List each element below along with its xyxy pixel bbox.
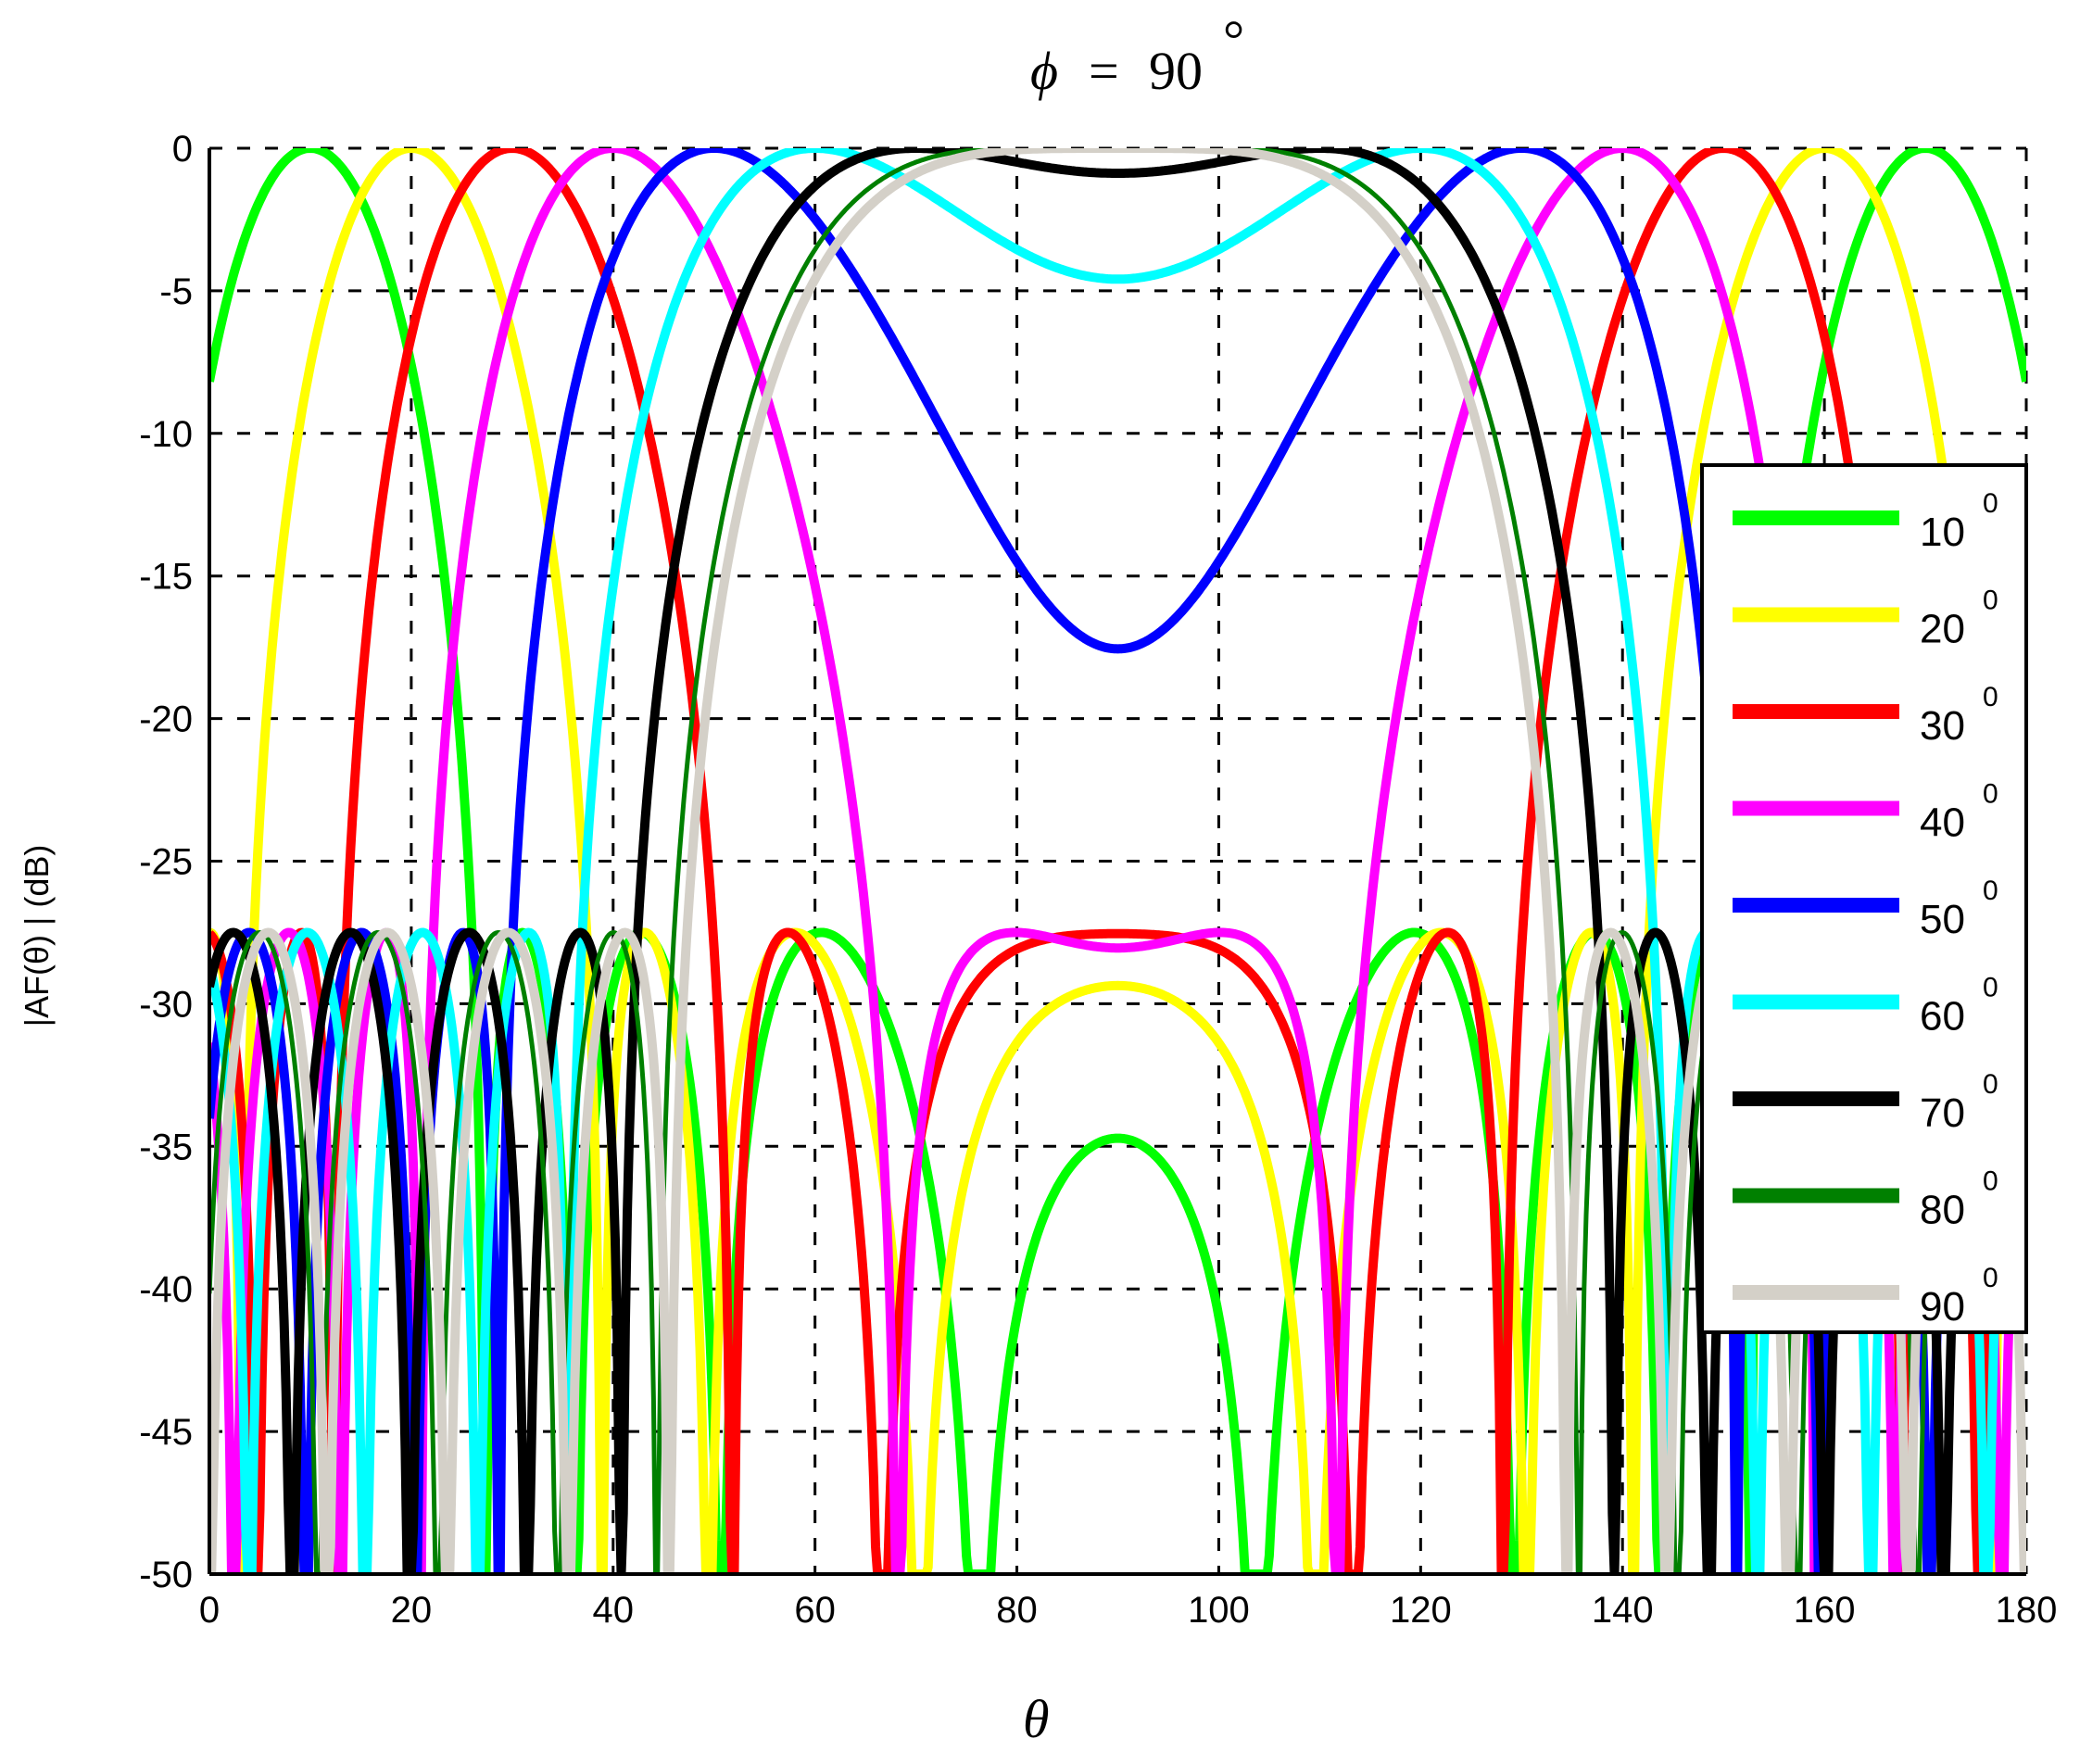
x-tick-label: 160 <box>1794 1590 1856 1631</box>
y-tick-label: -35 <box>139 1127 193 1167</box>
y-tick-label: -45 <box>139 1412 193 1453</box>
y-tick-label: -15 <box>139 557 193 598</box>
x-tick-label: 140 <box>1592 1590 1654 1631</box>
legend-label: 60 <box>1920 994 1965 1040</box>
y-tick-label: -20 <box>139 699 193 740</box>
x-tick-label: 120 <box>1390 1590 1452 1631</box>
legend-label-superscript: 0 <box>1983 973 1998 1003</box>
legend-label: 70 <box>1920 1090 1965 1136</box>
legend-label: 90 <box>1920 1284 1965 1329</box>
series-line-40 <box>209 148 2026 1574</box>
x-tick-label: 60 <box>794 1590 836 1631</box>
x-axis-label: θ <box>1023 1689 1050 1749</box>
legend-label-superscript: 0 <box>1983 682 1998 712</box>
legend: 10 0 20 0 30 0 40 0 50 0 60 0 70 0 80 0 90 0 <box>1700 463 2028 1334</box>
legend-label-superscript: 0 <box>1983 1166 1998 1197</box>
title-phi-symbol: ϕ <box>1030 41 1058 101</box>
legend-label: 20 <box>1920 607 1965 652</box>
x-tick-label: 100 <box>1188 1590 1250 1631</box>
y-tick-label: 0 <box>172 129 193 170</box>
y-tick-label: -50 <box>139 1555 193 1595</box>
series-line-30 <box>209 148 2026 1574</box>
legend-item-40: 40 0 <box>1733 779 1998 846</box>
series-line-20 <box>209 148 2026 1574</box>
legend-item-50: 50 0 <box>1733 876 1998 942</box>
title-degree: ° <box>1223 9 1244 69</box>
legend-label-superscript: 0 <box>1983 488 1998 519</box>
x-tick-label: 40 <box>593 1590 635 1631</box>
legend-item-70: 70 0 <box>1733 1069 1998 1136</box>
y-tick-labels: 0 -5 -10 -15 -20 -25 -30 -35 -40 -45 -50 <box>139 129 193 1595</box>
y-tick-label: -40 <box>139 1269 193 1310</box>
legend-item-90: 90 0 <box>1733 1263 1998 1329</box>
legend-label: 40 <box>1920 800 1965 846</box>
legend-label-superscript: 0 <box>1983 1069 1998 1100</box>
legend-label-superscript: 0 <box>1983 876 1998 906</box>
x-tick-label: 0 <box>199 1590 220 1631</box>
legend-item-30: 30 0 <box>1733 682 1998 749</box>
legend-label: 30 <box>1920 703 1965 749</box>
x-tick-labels: 0 20 40 60 80 100 120 140 160 180 <box>199 1590 2058 1631</box>
chart-title: ϕ = 90 ° <box>1030 9 1244 101</box>
y-tick-label: -30 <box>139 984 193 1025</box>
x-tick-label: 20 <box>391 1590 433 1631</box>
y-tick-label: -5 <box>159 271 193 312</box>
y-tick-label: -10 <box>139 414 193 455</box>
legend-label-superscript: 0 <box>1983 586 1998 616</box>
legend-label: 10 <box>1920 510 1965 555</box>
x-tick-label: 180 <box>1996 1590 2058 1631</box>
y-tick-label: -25 <box>139 842 193 883</box>
legend-label-superscript: 0 <box>1983 1263 1998 1293</box>
legend-label: 50 <box>1920 897 1965 942</box>
legend-item-10: 10 0 <box>1733 488 1998 555</box>
legend-label-superscript: 0 <box>1983 779 1998 810</box>
y-axis-label: |AF(θ) | (dB) <box>18 845 56 1027</box>
legend-item-60: 60 0 <box>1733 973 1998 1040</box>
legend-item-20: 20 0 <box>1733 586 1998 652</box>
title-equals: = <box>1089 41 1119 101</box>
title-value: 90 <box>1149 41 1203 101</box>
legend-label: 80 <box>1920 1188 1965 1233</box>
legend-item-80: 80 0 <box>1733 1166 1998 1233</box>
x-tick-label: 80 <box>996 1590 1038 1631</box>
